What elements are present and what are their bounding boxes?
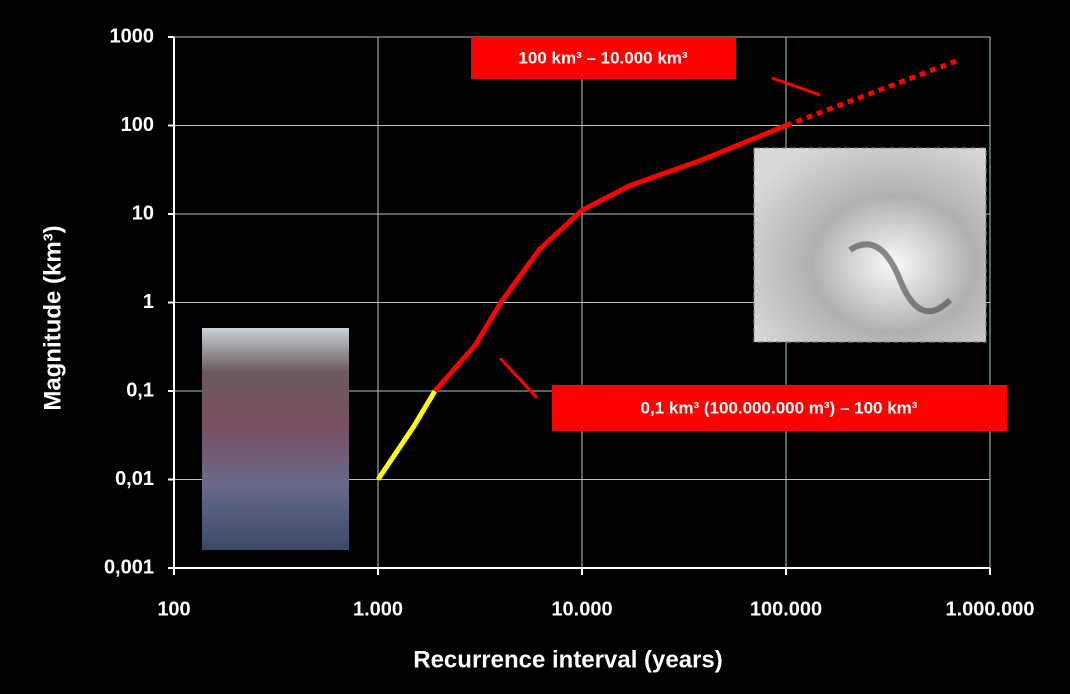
x-tick-label: 1.000 [353,598,403,620]
y-axis-label: Magnitude (km³) [39,225,66,410]
y-tick-label: 0,1 [126,379,154,401]
y-tick-label: 1 [143,291,154,313]
plot [375,58,958,481]
x-tick-label: 100 [157,598,190,620]
x-axis-label: Recurrence interval (years) [413,646,723,673]
annotation: 100 km³ – 10.000 km³ [518,48,688,67]
arrow [498,356,539,400]
annotation-box [471,37,736,79]
y-tick-label: 100 [121,114,154,136]
annotation-box [552,385,1007,431]
y-tick-label: 0,01 [115,468,154,490]
x-tick-label: 100.000 [750,598,822,620]
y-tick-label: 10 [132,202,154,224]
y-tick-label: 0,001 [104,556,154,578]
grid: 0,001 0,01 0,1 1 10 100 1000 100 1.000 10.000 100.… [104,25,1035,620]
line [433,123,787,393]
annotation: 0,1 km³ (100.000.000 m³) – 100 km³ [641,398,918,417]
line [785,58,958,128]
y-tick-label: 1000 [110,25,155,47]
relief-detail [848,241,953,315]
cliff-photo [202,328,349,550]
arrow [771,76,821,97]
x-tick-label: 1.000.000 [946,598,1035,620]
x-tick-label: 10.000 [551,598,612,620]
line [375,389,438,481]
